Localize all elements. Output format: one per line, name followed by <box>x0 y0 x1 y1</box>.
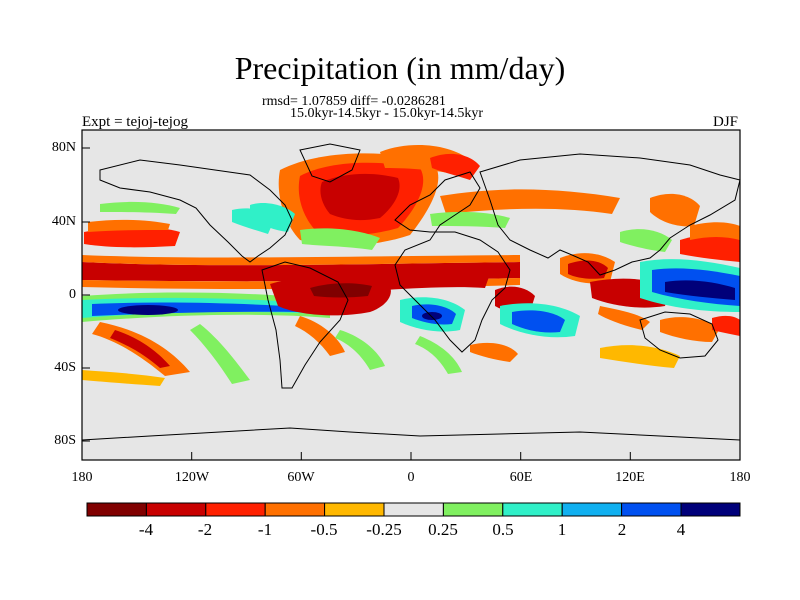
indian-ocean-blue <box>512 310 565 333</box>
cb-label-5: -0.25 <box>366 520 402 539</box>
atlantic-equator-red <box>380 269 490 290</box>
europe-africa-coast <box>394 171 511 353</box>
antarctica-coast <box>81 427 741 441</box>
colorbar-box-11 <box>680 502 741 517</box>
colorbar-box-6 <box>383 502 444 517</box>
precip-field <box>82 145 740 386</box>
ylabel-0: 0 <box>69 287 76 302</box>
cb-label-4: -0.5 <box>310 520 338 539</box>
colorbar-box-2 <box>145 502 207 517</box>
maritime-orange <box>598 306 650 330</box>
south-atlantic-green <box>335 330 385 370</box>
cb-label-8: 1 <box>557 520 567 539</box>
australia-orange <box>660 317 720 342</box>
cb-label-7: 0.5 <box>492 520 514 539</box>
madagascar-orange <box>470 342 518 362</box>
atlantic-cyan <box>250 203 295 232</box>
india-red <box>568 260 608 279</box>
cb-label-10: 4 <box>676 520 686 539</box>
colorbar-box-10 <box>621 502 682 517</box>
stats-subtitle: rmsd= 1.07859 diff= -0.0286281 <box>262 94 446 109</box>
xlabel-60w: 60W <box>287 470 315 485</box>
xlabel-120e: 120E <box>615 470 645 485</box>
experiment-label: Expt = tejoj-tejog <box>82 114 188 130</box>
greenland-coast <box>299 143 361 183</box>
ylabel-40s: 40S <box>54 360 76 375</box>
xlabel-0: 0 <box>407 470 415 485</box>
north-america-coast <box>99 159 293 263</box>
xlabel-120w: 120W <box>174 470 210 485</box>
australia-coast <box>639 311 719 359</box>
cb-label-1: -4 <box>138 520 154 539</box>
south-pacific-yellow <box>82 370 165 386</box>
colorbar <box>86 502 741 517</box>
south-indian-yellow <box>600 345 680 368</box>
colorbar-box-4 <box>264 502 326 517</box>
north-pacific-east-orange <box>690 222 740 240</box>
cb-label-6: 0.25 <box>428 520 458 539</box>
north-atlantic-darkred <box>320 173 400 221</box>
north-pacific-green <box>100 201 180 214</box>
pacific-orange-band <box>82 255 520 266</box>
xlabel-180-right: 180 <box>729 470 751 485</box>
cb-label-3: -1 <box>257 520 273 539</box>
cb-label-2: -2 <box>197 520 213 539</box>
cb-label-9: 2 <box>617 520 627 539</box>
colorbar-box-7 <box>442 502 504 517</box>
xlabel-180-left: 180 <box>71 470 93 485</box>
south-pacific-green <box>190 324 250 384</box>
ylabel-80n: 80N <box>51 140 76 155</box>
south-pacific-east-red <box>712 315 740 336</box>
axis-ticks <box>82 147 631 460</box>
colorbar-box-1 <box>86 502 147 517</box>
japan-green <box>620 229 672 252</box>
colorbar-box-3 <box>205 502 266 517</box>
colorbar-box-5 <box>324 502 385 517</box>
south-atlantic-navy <box>422 312 442 320</box>
ylabel-40n: 40N <box>51 214 76 229</box>
ylabel-80s: 80S <box>54 433 76 448</box>
asia-coast <box>479 153 741 276</box>
norway-red <box>430 153 480 180</box>
spcz-red <box>110 330 170 368</box>
xlabel-60e: 60E <box>509 470 533 485</box>
europe-green <box>430 211 510 228</box>
colorbar-box-9 <box>561 502 623 517</box>
gulfstream-green <box>300 228 380 250</box>
south-atlantic-green-2 <box>415 336 462 374</box>
period-subtitle: 15.0kyr-14.5kyr - 15.0kyr-14.5kyr <box>290 106 484 121</box>
colorbar-box-8 <box>502 502 563 517</box>
north-pacific-east-red <box>680 234 740 262</box>
plot-title: Precipitation (in mm/day) <box>234 50 566 86</box>
north-pacific-red <box>84 227 180 248</box>
eurasia-orange <box>440 189 620 214</box>
east-asia-orange <box>650 193 700 227</box>
south-america-coast <box>261 261 349 389</box>
coastlines <box>81 143 741 441</box>
north-pacific-orange <box>88 219 170 232</box>
west-pacific-navy <box>665 280 735 300</box>
brazil-orange <box>295 316 345 356</box>
amazon-darkred <box>310 283 372 298</box>
pacific-navy-core <box>118 305 178 315</box>
season-label: DJF <box>712 114 738 130</box>
